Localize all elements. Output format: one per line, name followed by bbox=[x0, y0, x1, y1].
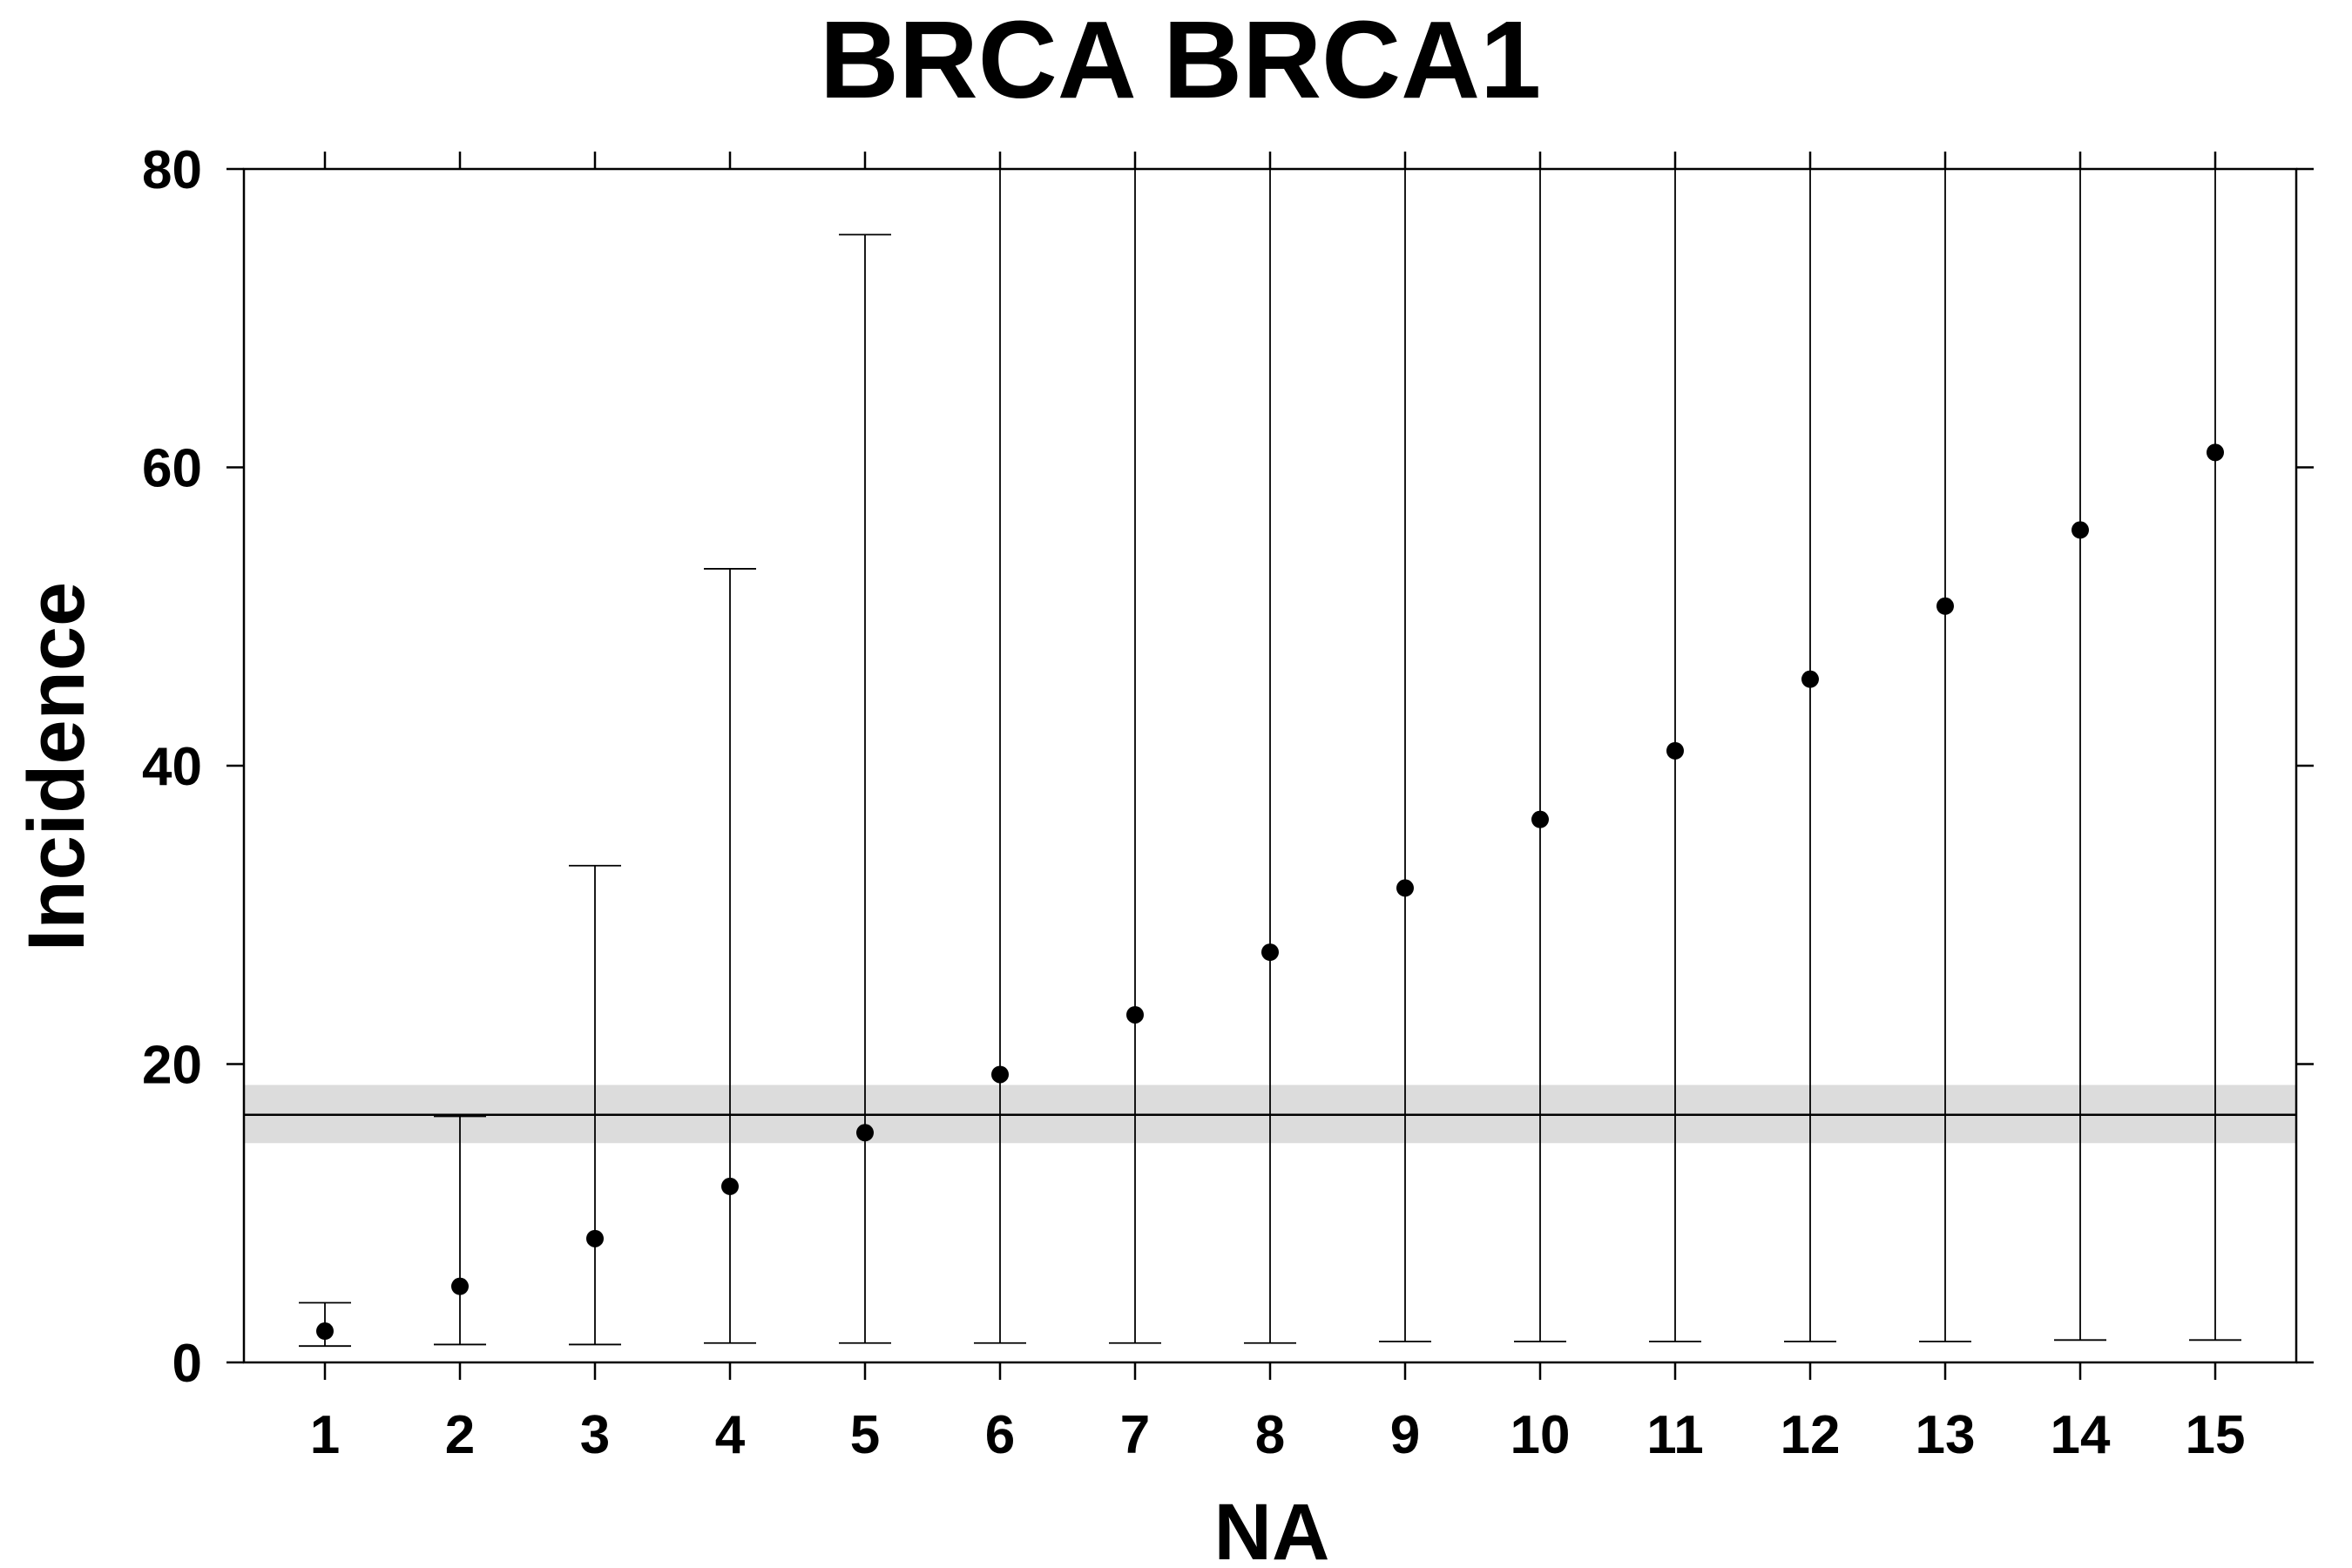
x-axis-title: NA bbox=[1214, 1488, 1330, 1568]
y-tick-label-80: 80 bbox=[142, 140, 202, 200]
data-point-14 bbox=[2072, 521, 2089, 539]
x-tick-label-8: 8 bbox=[1255, 1405, 1285, 1465]
data-point-10 bbox=[1531, 810, 1549, 828]
data-point-4 bbox=[721, 1177, 739, 1195]
x-tick-label-9: 9 bbox=[1390, 1405, 1420, 1465]
x-tick-label-2: 2 bbox=[445, 1405, 475, 1465]
data-point-9 bbox=[1396, 879, 1414, 897]
data-point-13 bbox=[1936, 597, 1954, 615]
x-tick-label-4: 4 bbox=[715, 1405, 746, 1465]
data-point-5 bbox=[856, 1124, 874, 1142]
y-axis-title: Incidence bbox=[12, 582, 101, 951]
x-tick-label-10: 10 bbox=[1511, 1405, 1571, 1465]
x-tick-label-3: 3 bbox=[580, 1405, 610, 1465]
x-tick-label-11: 11 bbox=[1646, 1405, 1704, 1465]
x-tick-label-12: 12 bbox=[1781, 1405, 1841, 1465]
data-points bbox=[316, 443, 2224, 1341]
data-point-2 bbox=[451, 1277, 469, 1295]
y-tick-label-60: 60 bbox=[142, 439, 202, 499]
data-point-7 bbox=[1126, 1005, 1144, 1024]
data-point-3 bbox=[586, 1229, 604, 1247]
x-tick-label-5: 5 bbox=[850, 1405, 880, 1465]
x-tick-label-14: 14 bbox=[2051, 1405, 2111, 1465]
data-point-12 bbox=[1801, 670, 1819, 688]
data-point-15 bbox=[2207, 443, 2224, 462]
y-tick-label-20: 20 bbox=[142, 1036, 202, 1096]
chart-title: BRCA BRCA1 bbox=[820, 0, 1541, 121]
data-point-1 bbox=[316, 1322, 334, 1341]
x-tick-label-13: 13 bbox=[1916, 1405, 1976, 1465]
y-tick-label-0: 0 bbox=[172, 1334, 202, 1394]
x-tick-label-7: 7 bbox=[1120, 1405, 1150, 1465]
error-bars bbox=[299, 169, 2241, 1348]
x-tick-label-6: 6 bbox=[985, 1405, 1015, 1465]
data-point-6 bbox=[991, 1065, 1009, 1084]
x-tick-label-15: 15 bbox=[2186, 1405, 2246, 1465]
x-tick-label-1: 1 bbox=[310, 1405, 340, 1465]
data-point-11 bbox=[1666, 741, 1684, 760]
data-point-8 bbox=[1261, 943, 1279, 962]
y-tick-label-40: 40 bbox=[142, 737, 202, 797]
